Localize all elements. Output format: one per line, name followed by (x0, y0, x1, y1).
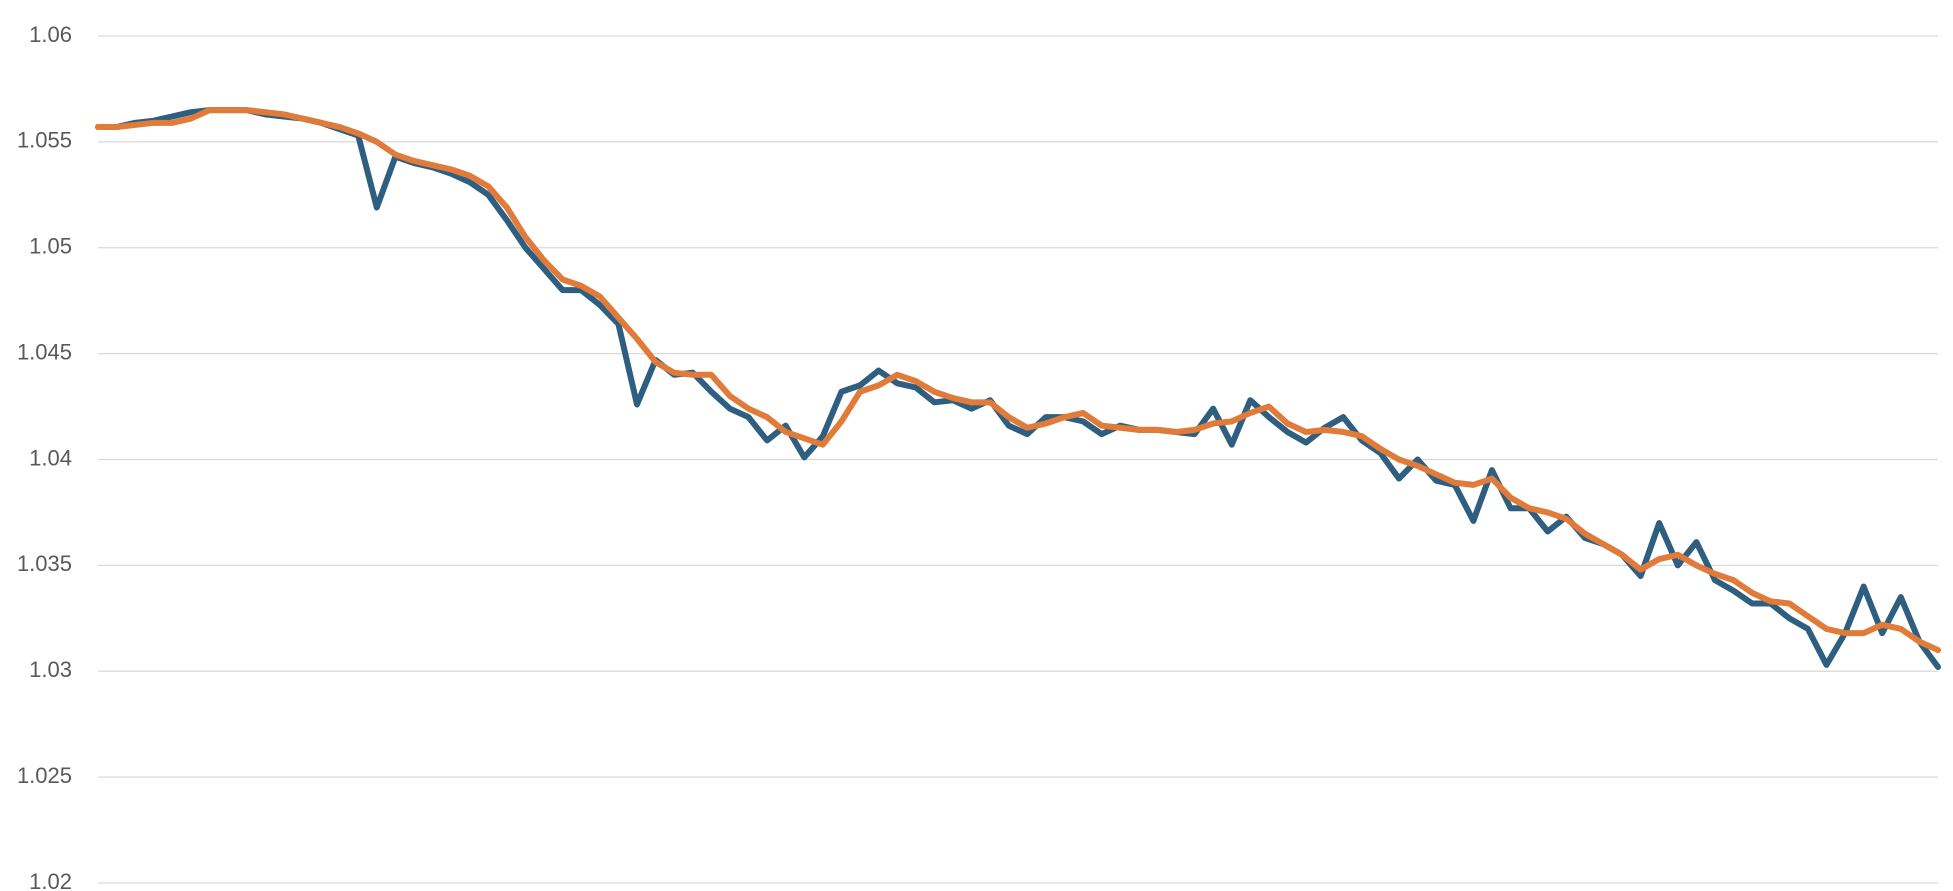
series-line (95, 107, 1941, 671)
y-tick-label: 1.06 (29, 22, 72, 47)
y-tick-label: 1.02 (29, 869, 72, 891)
y-tick-label: 1.045 (17, 339, 72, 364)
y-tick-label: 1.03 (29, 657, 72, 682)
y-tick-label: 1.05 (29, 234, 72, 259)
y-tick-label: 1.035 (17, 551, 72, 576)
y-tick-label: 1.04 (29, 445, 72, 470)
series-line (95, 107, 1941, 654)
y-tick-label: 1.025 (17, 763, 72, 788)
y-tick-label: 1.055 (17, 128, 72, 153)
